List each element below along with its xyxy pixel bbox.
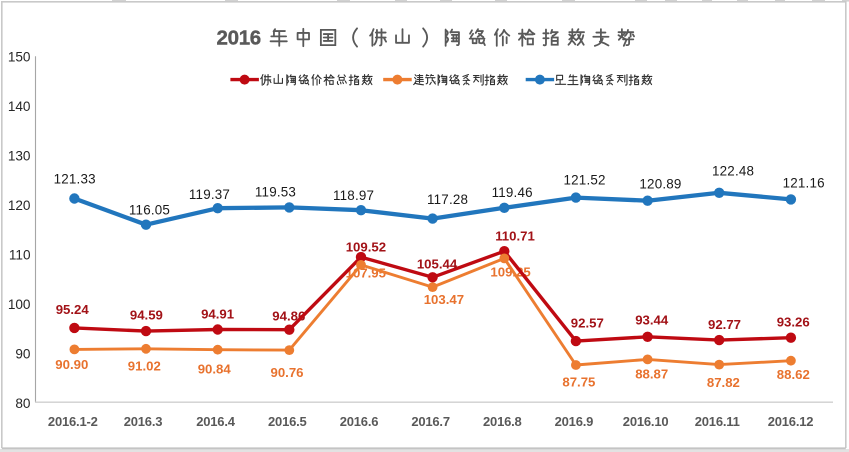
svg-text:2016: 2016 — [217, 27, 261, 50]
svg-text:94.59: 94.59 — [130, 308, 163, 323]
svg-text:2016.4: 2016.4 — [196, 414, 236, 429]
svg-text:92.77: 92.77 — [708, 317, 741, 332]
svg-text:94.86: 94.86 — [272, 308, 305, 323]
svg-text:103.47: 103.47 — [424, 292, 464, 307]
svg-text:150: 150 — [8, 49, 31, 64]
svg-text:2016.3: 2016.3 — [124, 414, 163, 429]
svg-text:122.48: 122.48 — [712, 164, 754, 179]
svg-text:90: 90 — [15, 347, 31, 362]
svg-text:121.33: 121.33 — [54, 172, 96, 187]
svg-text:2016.6: 2016.6 — [340, 414, 379, 429]
svg-text:2016.11: 2016.11 — [695, 414, 740, 429]
svg-text:119.37: 119.37 — [189, 187, 230, 202]
svg-text:93.26: 93.26 — [777, 314, 810, 329]
svg-text:87.75: 87.75 — [562, 374, 595, 389]
svg-text:94.91: 94.91 — [201, 307, 234, 322]
svg-text:90.90: 90.90 — [55, 357, 88, 372]
svg-text:90.76: 90.76 — [270, 365, 303, 380]
svg-text:110: 110 — [9, 248, 31, 263]
svg-text:90.84: 90.84 — [198, 361, 232, 376]
svg-text:2016.10: 2016.10 — [623, 414, 669, 429]
svg-text:140: 140 — [8, 99, 31, 114]
svg-text:119.46: 119.46 — [492, 185, 533, 200]
svg-text:92.57: 92.57 — [571, 315, 604, 330]
svg-text:2016.1-2: 2016.1-2 — [48, 414, 98, 429]
svg-text:110.71: 110.71 — [495, 228, 535, 243]
svg-text:130: 130 — [8, 149, 31, 164]
svg-text:87.82: 87.82 — [707, 375, 740, 390]
svg-text:93.44: 93.44 — [635, 313, 669, 328]
svg-text:2016.5: 2016.5 — [268, 414, 307, 429]
svg-text:120.89: 120.89 — [639, 176, 681, 191]
svg-text:116.05: 116.05 — [129, 203, 170, 218]
svg-text:2016.12: 2016.12 — [768, 414, 814, 429]
svg-text:100: 100 — [8, 297, 31, 312]
svg-text:109.52: 109.52 — [346, 240, 386, 255]
svg-text:120: 120 — [8, 198, 31, 213]
svg-text:119.53: 119.53 — [255, 185, 296, 200]
svg-text:88.62: 88.62 — [777, 367, 810, 382]
svg-text:109.25: 109.25 — [490, 265, 530, 280]
svg-text:117.28: 117.28 — [427, 192, 468, 207]
svg-text:121.52: 121.52 — [564, 173, 606, 188]
svg-text:2016.8: 2016.8 — [483, 414, 522, 429]
svg-text:105.44: 105.44 — [417, 257, 458, 272]
svg-text:121.16: 121.16 — [783, 175, 825, 190]
svg-text:2016.7: 2016.7 — [411, 414, 450, 429]
svg-text:91.02: 91.02 — [128, 359, 161, 374]
svg-text:80: 80 — [15, 396, 31, 411]
svg-text:88.87: 88.87 — [635, 366, 668, 381]
svg-text:95.24: 95.24 — [56, 302, 90, 317]
svg-text:2016.9: 2016.9 — [555, 414, 594, 429]
svg-text:118.97: 118.97 — [333, 188, 374, 203]
